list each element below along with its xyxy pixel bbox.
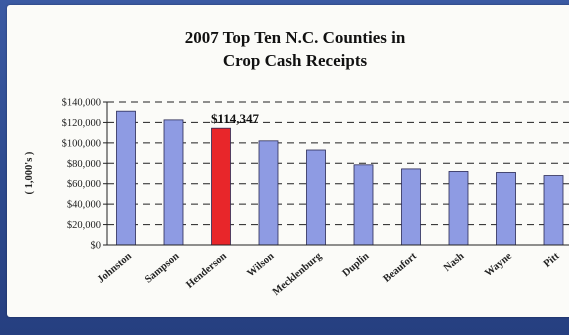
y-axis-label: ( 1,000's ) — [24, 151, 35, 194]
chart-panel: 2007 Top Ten N.C. Counties in Crop Cash … — [7, 5, 569, 317]
chart-title-line-1: 2007 Top Ten N.C. Counties in — [185, 28, 406, 47]
y-tick-label: $0 — [91, 241, 102, 252]
y-tick-label: $40,000 — [67, 200, 101, 211]
x-tick-label: Johnston — [96, 251, 134, 286]
bar — [401, 168, 421, 246]
bar — [543, 175, 564, 246]
x-tick-label: Duplin — [341, 251, 372, 279]
x-tick-label: Beaufort — [381, 251, 419, 285]
bar — [116, 110, 136, 246]
y-tick-label: $80,000 — [67, 159, 101, 170]
bars: $114,347 — [116, 110, 564, 246]
x-tick-label: Henderson — [184, 251, 229, 291]
bar — [258, 140, 279, 246]
y-tick-label: $20,000 — [67, 220, 101, 231]
y-tick-label: $120,000 — [62, 118, 101, 129]
axes — [106, 102, 569, 246]
bar — [306, 149, 326, 246]
bar — [496, 172, 516, 246]
x-tick-label: Nash — [442, 251, 467, 274]
y-axis-ticks: $0 $20,000 $40,000 $60,000 $80,000 $100,000 $1… — [62, 98, 107, 252]
x-tick-label: Sampson — [143, 251, 181, 286]
x-axis-labels: Johnston Sampson Henderson WilsonMecklenbur… — [96, 250, 562, 298]
bar — [448, 171, 469, 246]
x-tick-label: Wayne — [483, 251, 514, 280]
bar-highlight — [211, 127, 231, 246]
x-tick-label: Wilson — [245, 251, 276, 280]
bar — [163, 119, 184, 246]
x-tick-label: Mecklenburg — [271, 250, 325, 298]
y-tick-label: $60,000 — [67, 179, 101, 190]
highlight-data-label: $114,347 — [211, 111, 260, 126]
bar-chart: 2007 Top Ten N.C. Counties in Crop Cash … — [24, 28, 569, 298]
x-tick-label: Pitt — [542, 251, 562, 270]
y-tick-label: $140,000 — [62, 98, 101, 109]
gridlines — [107, 101, 569, 226]
chart-title-line-2: Crop Cash Receipts — [223, 51, 368, 70]
y-tick-label: $100,000 — [62, 138, 101, 149]
bar — [353, 164, 374, 246]
